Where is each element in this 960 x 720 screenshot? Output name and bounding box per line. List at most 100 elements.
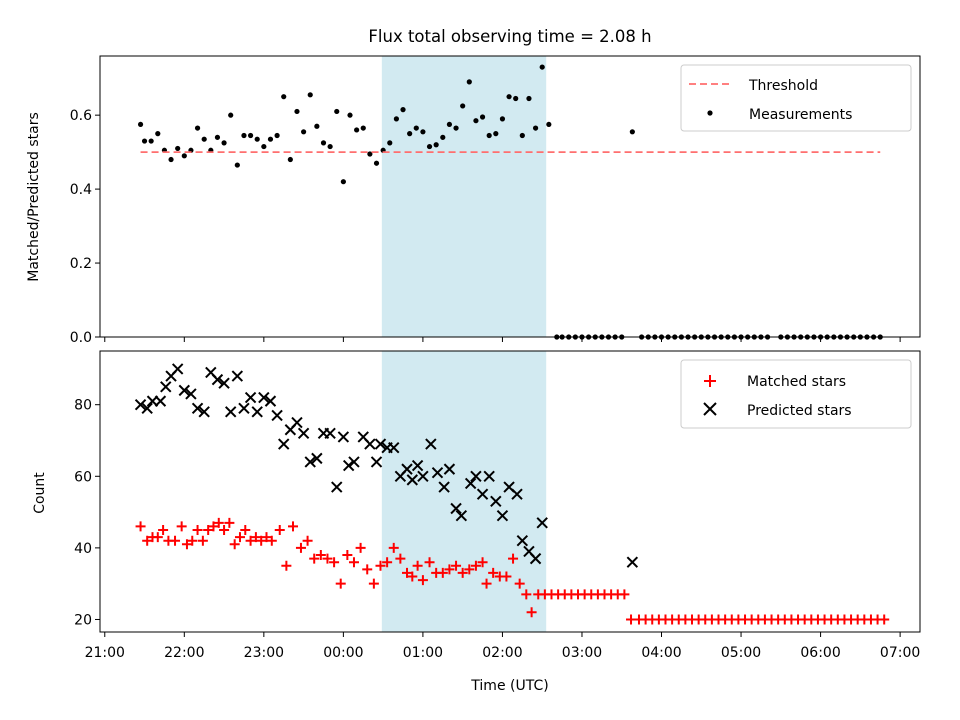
matched-star-point [488, 567, 499, 578]
predicted-star-point [331, 481, 343, 493]
predicted-star-point [370, 456, 383, 468]
measurement-point [532, 125, 539, 131]
measurement-point [155, 131, 161, 137]
predicted-star-point [264, 395, 277, 407]
predicted-star-point [251, 406, 263, 418]
predicted-star-point [431, 466, 444, 479]
predicted-star-point [529, 552, 542, 565]
x-tick-label: 21:00 [85, 645, 125, 661]
matched-star-point [514, 578, 525, 589]
measurement-point [373, 160, 380, 166]
ratio-panel: 0.0 0.2 0.4 0.6 Matched/Predicted stars Thr… [26, 55, 921, 346]
predicted-star-point [311, 452, 323, 465]
x-tick-label: 07:00 [880, 645, 920, 661]
matched-star-point [322, 553, 333, 564]
count-x-axis: 21:00 22:00 23:00 00:00 01:00 02:00 03:00 04:00… [85, 632, 920, 661]
matched-star-point [135, 521, 146, 532]
ratio-plot-frame [99, 55, 921, 338]
matched-star-point [245, 535, 256, 546]
measurement-point [493, 131, 499, 137]
predicted-star-point [406, 474, 419, 486]
measurement-point [407, 131, 413, 137]
measurement-point [446, 121, 453, 128]
matched-star-point [348, 557, 359, 568]
predicted-star-point [476, 488, 489, 500]
predicted-star-point [490, 495, 502, 508]
measurement-point [629, 129, 635, 135]
count-plot-frame [99, 350, 921, 633]
measurement-point [513, 95, 519, 102]
measurement-point [294, 108, 300, 115]
y-tick-label: 60 [74, 469, 92, 485]
predicted-star-point [211, 373, 224, 386]
legend-matched-swatch [704, 375, 716, 387]
matched-star-point [501, 571, 512, 582]
measurement-point [148, 138, 154, 144]
x-tick-label: 02:00 [482, 645, 522, 661]
predicted-star-point [278, 438, 290, 450]
x-tick-label: 06:00 [800, 645, 840, 661]
predicted-star-point [141, 402, 153, 414]
matched-star-point [176, 521, 187, 532]
matched-star-point [375, 560, 386, 571]
matched-star-point [444, 564, 455, 575]
matched-star-point [362, 564, 373, 575]
measurement-point [519, 132, 525, 139]
matched-star-point [335, 578, 346, 589]
predicted-star-point [411, 459, 424, 472]
matched-star-point [457, 567, 468, 578]
measurement-point [327, 143, 333, 150]
measurement-point [247, 132, 254, 139]
matched-star-point [181, 539, 192, 550]
predicted-star-point [483, 470, 495, 482]
predicted-star-point [443, 463, 456, 475]
predicted-star-point [271, 409, 283, 422]
measurement-point [221, 140, 227, 146]
count-shaded-interval [381, 351, 547, 632]
measurement-point [234, 162, 240, 168]
predicted-star-point [178, 384, 191, 397]
measurement-point [539, 64, 545, 70]
y-tick-label: 0.0 [70, 330, 92, 346]
matched-star-point [424, 557, 435, 568]
predicted-star-point [388, 441, 400, 454]
ratio-legend: Threshold Measurements [680, 64, 912, 132]
matched-star-point [388, 542, 399, 553]
predicted-star-point [342, 459, 355, 472]
y-tick-label: 0.4 [70, 182, 92, 198]
predicted-star-point [191, 402, 204, 414]
predicted-star-point [324, 427, 336, 440]
matched-star-point [229, 539, 240, 550]
predicted-star-point [238, 402, 250, 414]
matched-star-point [508, 553, 519, 564]
y-tick-label: 80 [74, 398, 92, 414]
measurement-point [320, 140, 327, 146]
measurement-point [334, 108, 340, 115]
matched-star-point [261, 532, 272, 543]
matched-star-point [412, 560, 423, 571]
measurement-point [340, 179, 346, 185]
measurement-point [546, 121, 552, 128]
predicted-star-point [291, 416, 303, 429]
count-legend: Matched stars Predicted stars [680, 359, 912, 429]
matched-star-point [395, 553, 406, 564]
ratio-legend-box [680, 64, 912, 132]
count-y-axis-label: Count [32, 472, 48, 514]
measurement-point [307, 92, 313, 98]
measurement-point [261, 143, 267, 150]
measurement-point [479, 114, 486, 120]
matched-star-point [142, 535, 153, 546]
measurement-point [486, 132, 492, 139]
measurement-point [506, 94, 512, 100]
measurement-point [274, 132, 280, 139]
measurement-point [526, 95, 532, 102]
ratio-shaded-interval [381, 56, 547, 337]
count-legend-box [680, 359, 912, 429]
predicted-star-point [438, 481, 450, 493]
predicted-star-point [171, 363, 184, 375]
measurement-point [137, 121, 144, 128]
y-tick-label: 40 [74, 541, 92, 557]
matched-star-point [302, 535, 313, 546]
matched-star-point [464, 564, 475, 575]
